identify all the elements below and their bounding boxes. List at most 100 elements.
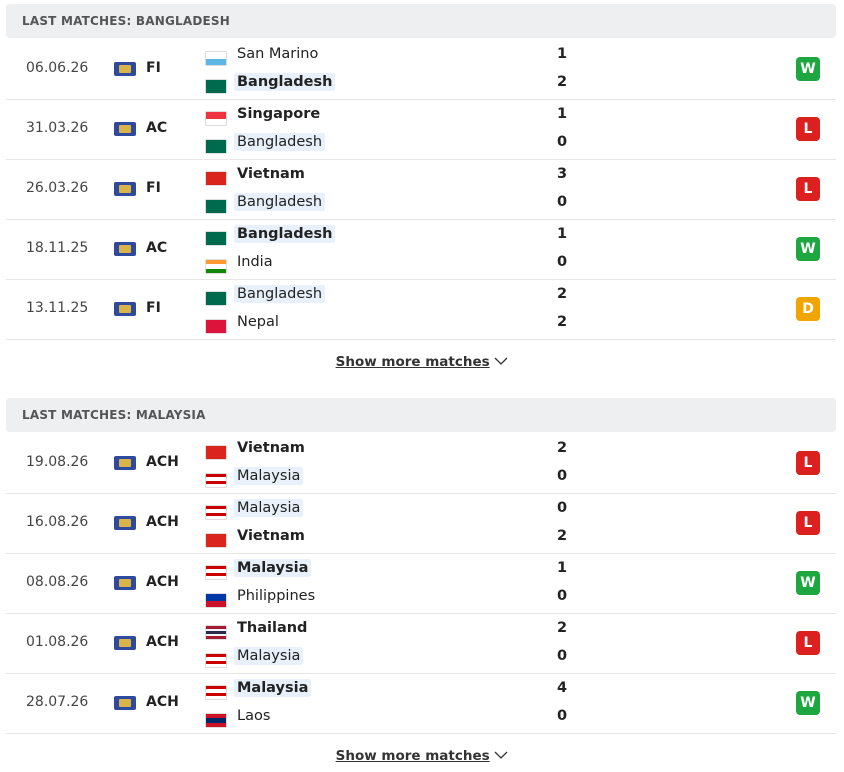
result-badge: L xyxy=(796,117,820,141)
result-badge: W xyxy=(796,571,820,595)
chevron xyxy=(494,751,508,759)
score: 0 xyxy=(556,194,568,210)
show-more-text[interactable]: Show more matches xyxy=(335,354,490,370)
team-flag xyxy=(206,474,226,487)
score: 4 xyxy=(556,680,568,696)
result-badge: L xyxy=(796,631,820,655)
team-flag xyxy=(206,260,226,273)
team-flag xyxy=(206,232,226,245)
team-flag xyxy=(206,172,226,185)
team-name[interactable]: Bangladesh xyxy=(234,285,326,303)
section-header: LAST MATCHES: MALAYSIA xyxy=(6,398,836,432)
team-name[interactable]: Bangladesh xyxy=(234,193,326,211)
team-name[interactable]: India xyxy=(237,254,273,270)
result-badge: W xyxy=(796,57,820,81)
score: 0 xyxy=(556,648,568,664)
row-separator xyxy=(6,553,836,554)
competition-icon xyxy=(114,636,136,650)
show-more-link[interactable]: Show more matches xyxy=(0,354,844,370)
team-flag xyxy=(206,594,226,607)
team-name[interactable]: San Marino xyxy=(237,46,319,62)
team-flag xyxy=(206,112,226,125)
team-name[interactable]: Malaysia xyxy=(234,467,304,485)
competition-icon xyxy=(114,62,136,76)
score: 2 xyxy=(556,440,568,456)
team-flag xyxy=(206,320,226,333)
team-name[interactable]: Bangladesh xyxy=(234,73,336,91)
result-badge: W xyxy=(796,237,820,261)
team-flag xyxy=(206,80,226,93)
score: 0 xyxy=(556,500,568,516)
team-name[interactable]: Vietnam xyxy=(237,166,305,182)
score: 2 xyxy=(556,286,568,302)
competition-icon xyxy=(114,302,136,316)
row-separator xyxy=(6,279,836,280)
row-separator xyxy=(6,493,836,494)
match-date: 19.08.26 xyxy=(26,454,89,470)
score: 1 xyxy=(556,226,568,242)
result-badge: L xyxy=(796,511,820,535)
match-date: 16.08.26 xyxy=(26,514,89,530)
competition-icon xyxy=(114,696,136,710)
team-name[interactable]: Malaysia xyxy=(234,647,304,665)
score: 0 xyxy=(556,708,568,724)
match-date: 31.03.26 xyxy=(26,120,89,136)
score: 0 xyxy=(556,134,568,150)
score: 1 xyxy=(556,106,568,122)
competition: ACH xyxy=(146,574,179,590)
row-separator xyxy=(6,159,836,160)
team-flag xyxy=(206,626,226,639)
team-name[interactable]: Bangladesh xyxy=(234,133,326,151)
row-separator xyxy=(6,673,836,674)
team-flag xyxy=(206,686,226,699)
team-name[interactable]: Philippines xyxy=(237,588,316,604)
competition: ACH xyxy=(146,514,179,530)
result-badge: W xyxy=(796,691,820,715)
score: 2 xyxy=(556,528,568,544)
team-name[interactable]: Vietnam xyxy=(237,440,305,456)
match-date: 06.06.26 xyxy=(26,60,89,76)
team-flag xyxy=(206,292,226,305)
team-flag xyxy=(206,52,226,65)
competition-icon xyxy=(114,182,136,196)
team-name[interactable]: Bangladesh xyxy=(234,225,336,243)
competition-icon xyxy=(114,456,136,470)
score: 1 xyxy=(556,46,568,62)
team-name[interactable]: Malaysia xyxy=(234,499,304,517)
competition: FI xyxy=(146,60,161,76)
competition-icon xyxy=(114,576,136,590)
competition: ACH xyxy=(146,634,179,650)
show-more-link[interactable]: Show more matches xyxy=(0,748,844,764)
row-separator xyxy=(6,219,836,220)
competition: FI xyxy=(146,300,161,316)
match-date: 13.11.25 xyxy=(26,300,89,316)
match-date: 18.11.25 xyxy=(26,240,89,256)
show-more-text[interactable]: Show more matches xyxy=(335,748,490,764)
team-name[interactable]: Malaysia xyxy=(234,679,312,697)
section-header: LAST MATCHES: BANGLADESH xyxy=(6,4,836,38)
team-flag xyxy=(206,566,226,579)
competition-icon xyxy=(114,242,136,256)
score: 3 xyxy=(556,166,568,182)
team-name[interactable]: Vietnam xyxy=(237,528,305,544)
competition: AC xyxy=(146,120,168,136)
team-flag xyxy=(206,200,226,213)
team-name[interactable]: Singapore xyxy=(237,106,321,122)
team-name[interactable]: Malaysia xyxy=(234,559,312,577)
match-date: 28.07.26 xyxy=(26,694,89,710)
result-badge: D xyxy=(796,297,820,321)
match-date: 01.08.26 xyxy=(26,634,89,650)
competition: AC xyxy=(146,240,168,256)
score: 2 xyxy=(556,620,568,636)
team-name[interactable]: Thailand xyxy=(237,620,308,636)
match-date: 08.08.26 xyxy=(26,574,89,590)
team-flag xyxy=(206,446,226,459)
match-date: 26.03.26 xyxy=(26,180,89,196)
team-name[interactable]: Laos xyxy=(237,708,271,724)
score: 2 xyxy=(556,314,568,330)
score: 0 xyxy=(556,468,568,484)
team-flag xyxy=(206,140,226,153)
team-name[interactable]: Nepal xyxy=(237,314,279,330)
result-badge: L xyxy=(796,451,820,475)
